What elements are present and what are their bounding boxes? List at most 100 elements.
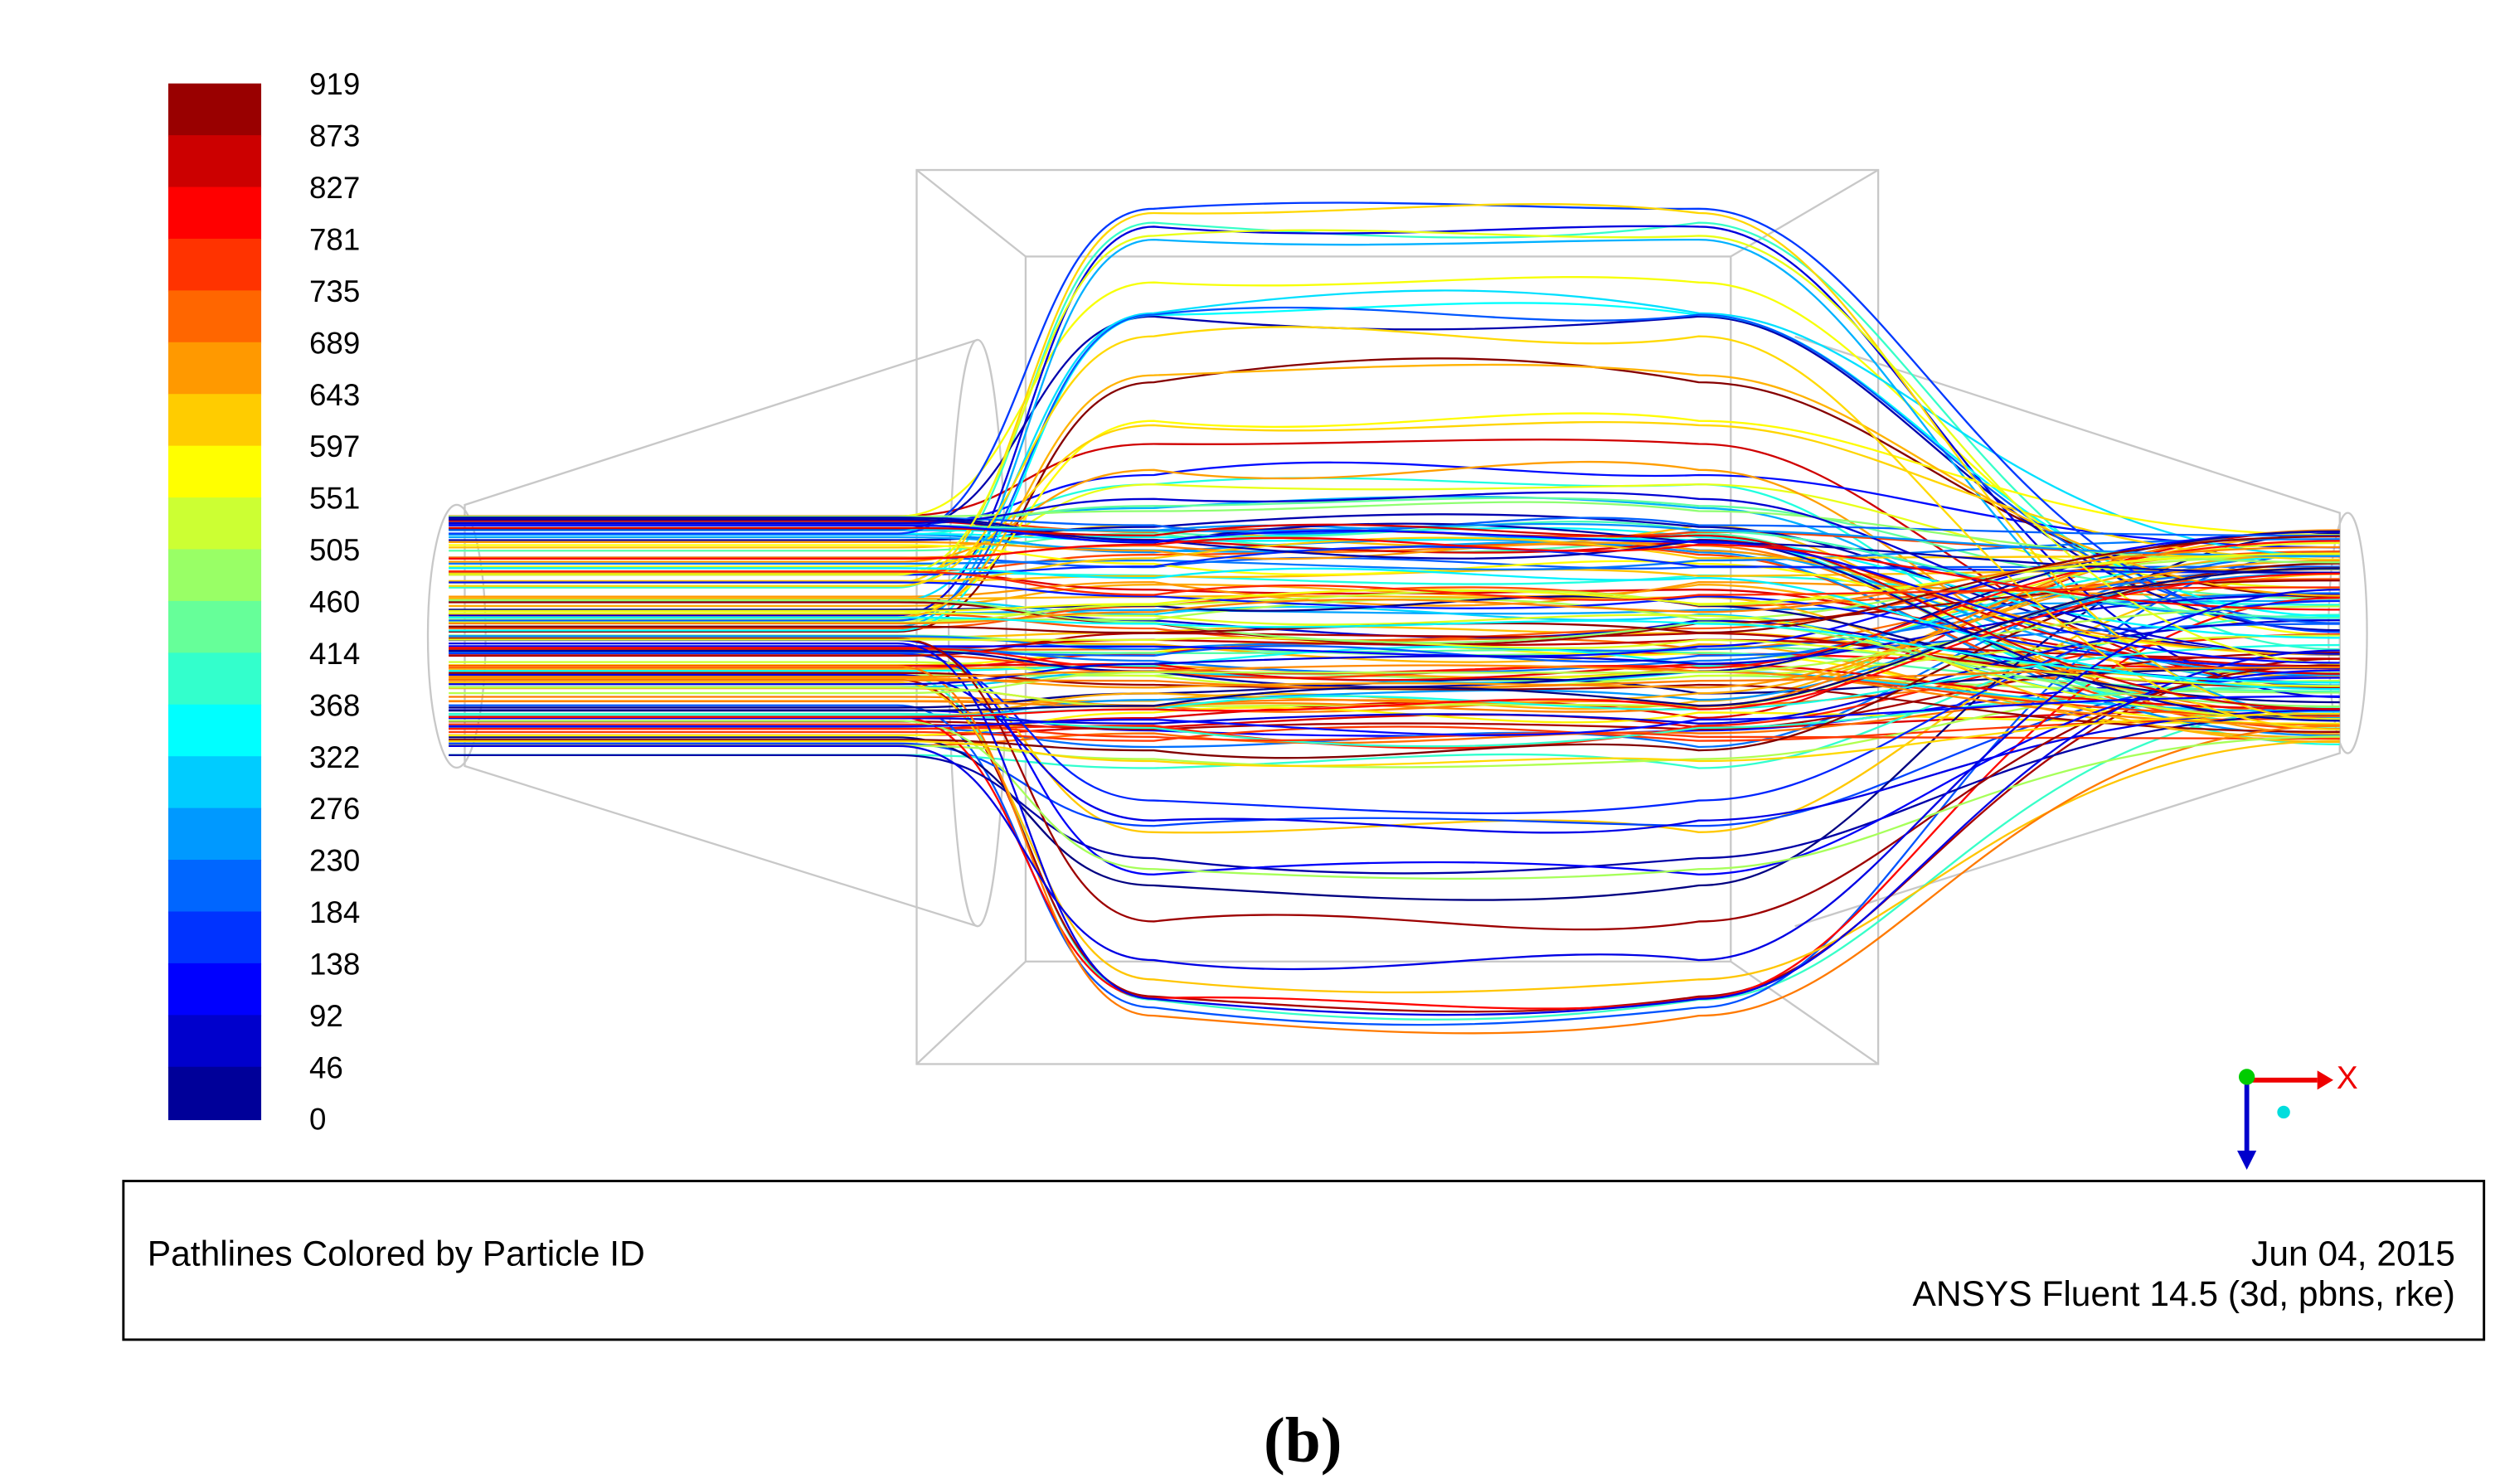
pathline (449, 544, 2340, 656)
colorbar-label: 184 (309, 895, 360, 929)
pathline (449, 570, 2340, 601)
pathline (449, 497, 2340, 600)
colorbar-band (167, 1066, 262, 1121)
edge (915, 169, 1027, 258)
colorbar-band (167, 549, 262, 603)
inlet-ring (947, 338, 1007, 928)
pathline (449, 567, 2340, 691)
pathline (449, 637, 2340, 687)
colorbar-band (167, 497, 262, 551)
caption-date: Jun 04, 2015 (2251, 1235, 2455, 1274)
pathline (449, 535, 2340, 634)
colorbar-label: 322 (309, 740, 360, 774)
outlet-cone (1794, 335, 2341, 928)
pathline (449, 229, 2340, 665)
pathline (449, 638, 2340, 875)
z-axis-dot (2238, 1069, 2255, 1085)
colorbar-label: 919 (309, 67, 360, 101)
colorbar-label: 827 (309, 171, 360, 205)
pathline (449, 713, 2340, 875)
pathline (449, 572, 2340, 718)
colorbar-band (167, 756, 262, 810)
pathline (449, 201, 2340, 633)
pathline (449, 536, 2340, 677)
pathline (449, 546, 2340, 625)
pathline (449, 642, 2340, 1016)
caption-software: ANSYS Fluent 14.5 (3d, pbns, rke) (1913, 1275, 2455, 1314)
colorbar-band (167, 445, 262, 500)
x-arrow-head (2317, 1070, 2333, 1090)
pathline (449, 717, 2340, 742)
colorbar-label: 0 (309, 1103, 326, 1137)
colorbar-label: 460 (309, 584, 360, 618)
colorbar-label: 92 (309, 999, 343, 1033)
colorbar-label: 230 (309, 844, 360, 878)
colorbar-band (167, 83, 262, 138)
pathline (449, 562, 2340, 759)
colorbar-band (167, 187, 262, 240)
pathline (449, 589, 2340, 971)
edge (1730, 960, 1879, 1065)
colorbar-label: 46 (309, 1050, 343, 1084)
colorbar-band (167, 394, 262, 448)
pathline (449, 541, 2340, 656)
pathline (449, 681, 2340, 994)
colorbar-band (167, 135, 262, 189)
outlet-face (2328, 512, 2368, 754)
inlet-cone (464, 338, 978, 928)
pathline (449, 664, 2340, 726)
colorbar-label: 873 (309, 119, 360, 153)
pathline (449, 302, 2340, 632)
pathline (449, 513, 2340, 656)
pathline (449, 550, 2340, 642)
colorbar-band (167, 963, 262, 1017)
pathline (449, 657, 2340, 1013)
colorbar-label: 551 (309, 482, 360, 516)
pathline (449, 554, 2340, 621)
pathline (449, 720, 2340, 880)
pathline (449, 712, 2340, 768)
geometry (426, 168, 2368, 1065)
pathline (449, 605, 2340, 695)
pathline (449, 306, 2340, 624)
colorbar-band (167, 911, 262, 965)
colorbar-band (167, 1015, 262, 1069)
pathline (449, 326, 2340, 730)
edge (1730, 169, 1879, 258)
pathline (449, 599, 2340, 815)
pathline (449, 666, 2340, 690)
pathline (449, 523, 2340, 710)
pathline (449, 648, 2340, 693)
pathline (449, 524, 2340, 664)
marker (2277, 1105, 2290, 1119)
pathline (449, 616, 2340, 684)
edge (915, 960, 1027, 1065)
pathline (449, 536, 2340, 584)
pathline (449, 491, 2340, 655)
colorbar-band (167, 342, 262, 396)
pathline (449, 638, 2340, 931)
colorbar: 9198738277817356896435975515054604143683… (167, 67, 360, 1137)
caption-title: Pathlines Colored by Particle ID (148, 1235, 645, 1274)
pathline (449, 552, 2340, 718)
colorbar-label: 781 (309, 223, 360, 257)
pathline (449, 723, 2340, 742)
pathline (449, 203, 2340, 722)
x-axis-label: X (2337, 1060, 2358, 1096)
pathline (449, 695, 2340, 736)
colorbar-label: 643 (309, 378, 360, 412)
colorbar-band (167, 600, 262, 655)
figure-label: (b) (1264, 1404, 1342, 1476)
colorbar-band (167, 807, 262, 861)
colorbar-label: 368 (309, 688, 360, 722)
pathline (449, 538, 2340, 571)
colorbar-label: 138 (309, 947, 360, 981)
pathline (449, 556, 2340, 570)
colorbar-label: 597 (309, 429, 360, 463)
pathline (449, 623, 2340, 663)
colorbar-label: 505 (309, 533, 360, 567)
pathline (449, 665, 2340, 1035)
pathline (449, 632, 2340, 689)
